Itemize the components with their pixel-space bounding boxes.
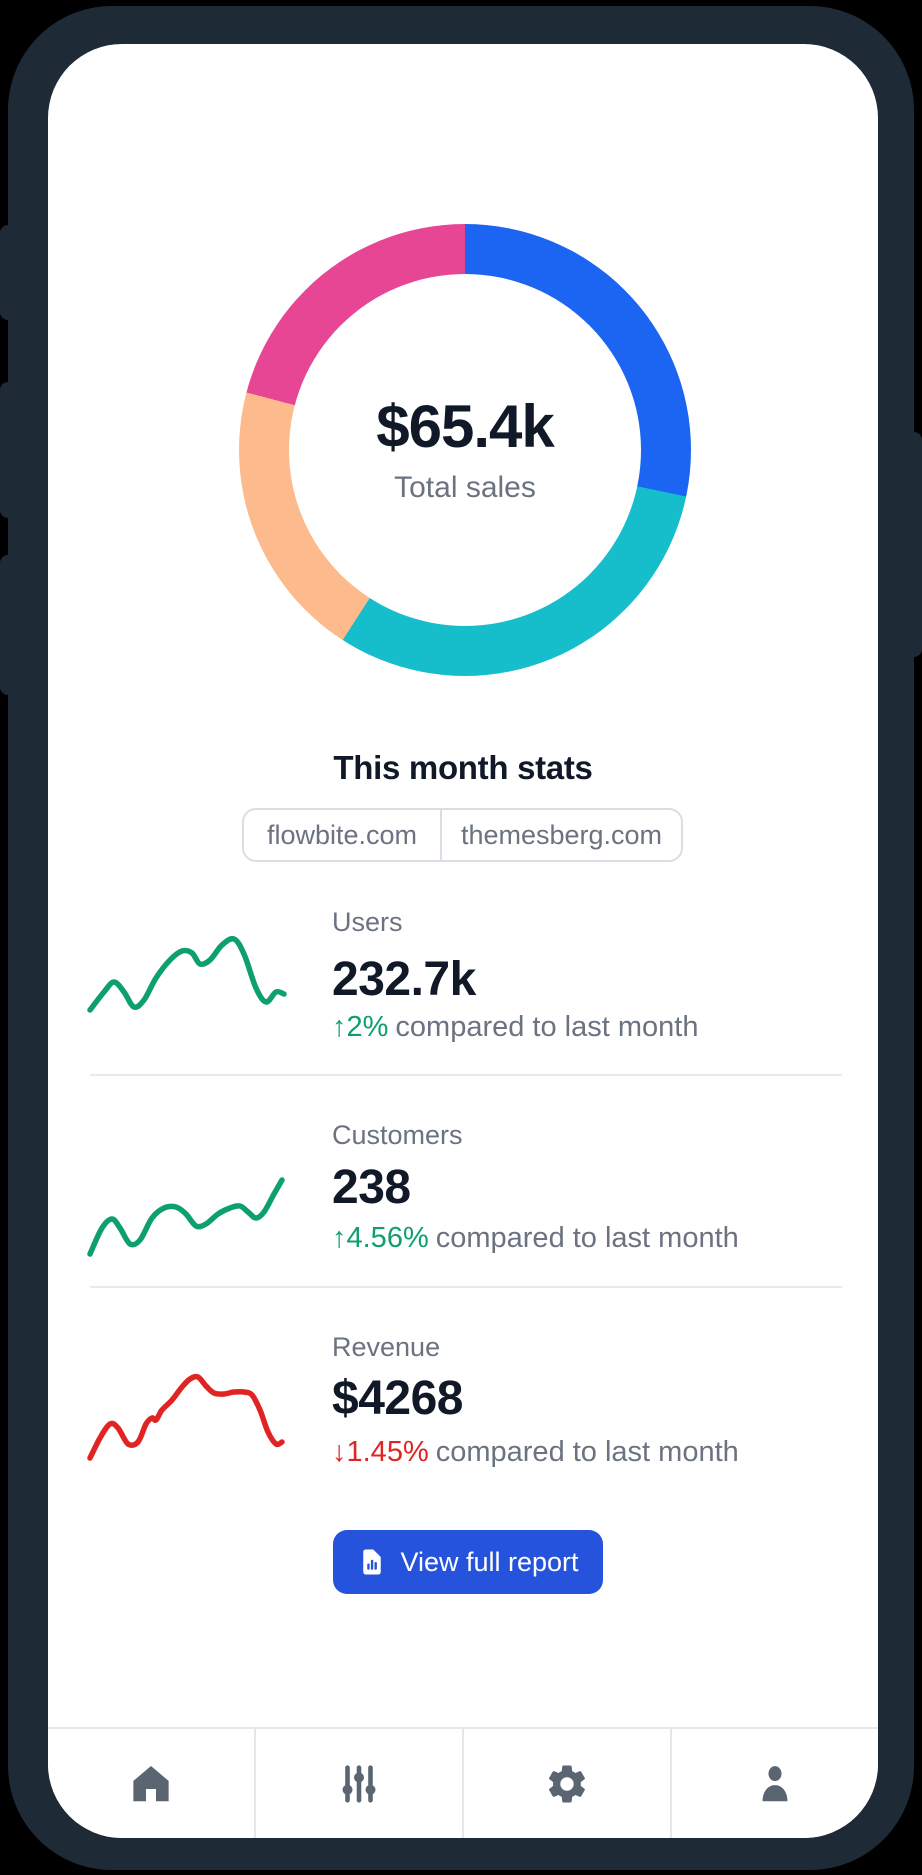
- users-value: 232.7k: [332, 953, 476, 1006]
- customers-delta: ↑4.56% compared to last month: [332, 1219, 739, 1257]
- customers-label: Customers: [332, 1120, 463, 1150]
- domain-tabs: flowbite.com themesberg.com: [242, 808, 683, 862]
- donut-center: $65.4k Total sales: [289, 274, 641, 626]
- phone-volume-up-button: [0, 382, 16, 518]
- revenue-delta: ↓1.45% compared to last month: [332, 1433, 739, 1471]
- row-divider: [90, 1286, 842, 1288]
- revenue-delta-percent: ↓1.45%: [332, 1436, 429, 1468]
- home-icon: [128, 1761, 174, 1807]
- users-label: Users: [332, 907, 403, 937]
- users-delta-suffix: compared to last month: [395, 1011, 699, 1043]
- customers-value: 238: [332, 1161, 411, 1214]
- users-sparkline: [87, 935, 287, 1013]
- total-sales-donut-chart: $65.4k Total sales: [239, 224, 691, 676]
- revenue-label: Revenue: [332, 1332, 441, 1362]
- report-document-chart-icon: [357, 1547, 387, 1577]
- row-divider: [90, 1074, 842, 1076]
- gear-icon: [544, 1761, 590, 1807]
- page-title: This month stats: [333, 749, 593, 786]
- revenue-sparkline: [87, 1373, 285, 1461]
- sliders-icon: [336, 1761, 382, 1807]
- customers-delta-percent: ↑4.56%: [332, 1222, 429, 1254]
- phone-power-button: [906, 432, 922, 657]
- bottom-navigation-bar: [48, 1727, 878, 1838]
- total-sales-label: Total sales: [394, 471, 536, 504]
- revenue-delta-suffix: compared to last month: [435, 1436, 739, 1468]
- revenue-value: $4268: [332, 1372, 463, 1425]
- users-delta: ↑2% compared to last month: [332, 1008, 698, 1046]
- phone-screen: $65.4k Total sales This month stats flow…: [48, 44, 878, 1838]
- nav-adjustments[interactable]: [256, 1729, 464, 1838]
- customers-delta-suffix: compared to last month: [435, 1222, 739, 1254]
- nav-settings[interactable]: [464, 1729, 672, 1838]
- nav-profile[interactable]: [672, 1729, 878, 1838]
- user-icon: [752, 1761, 798, 1807]
- view-full-report-label: View full report: [400, 1546, 579, 1577]
- tab-themesberg[interactable]: themesberg.com: [460, 819, 663, 850]
- users-delta-percent: ↑2%: [332, 1011, 389, 1043]
- customers-sparkline: [87, 1177, 285, 1257]
- phone-side-button-top: [0, 225, 16, 320]
- nav-home[interactable]: [48, 1729, 256, 1838]
- tab-flowbite[interactable]: flowbite.com: [244, 810, 442, 860]
- phone-volume-down-button: [0, 555, 16, 695]
- total-sales-value: $65.4k: [376, 393, 555, 460]
- view-full-report-button[interactable]: View full report: [333, 1530, 603, 1594]
